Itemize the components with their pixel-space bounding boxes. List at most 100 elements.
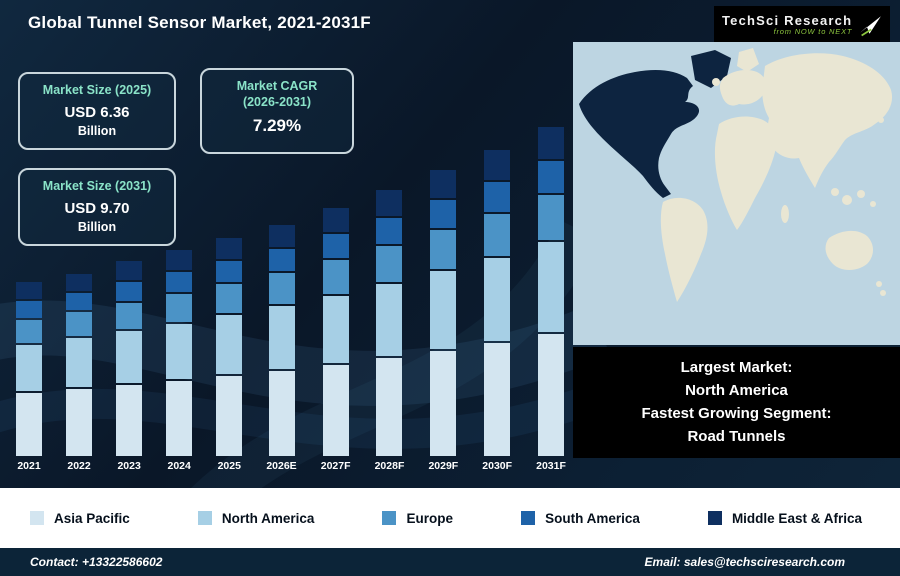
bar-segment-south-america <box>16 301 42 318</box>
legend-item: North America <box>197 510 315 526</box>
x-axis-label: 2026E <box>266 460 297 472</box>
footer-contact: Contact: +13322586602 <box>30 555 163 569</box>
bar-column: 2025 <box>216 238 243 472</box>
legend-swatch <box>382 511 397 525</box>
sea-island-2 <box>842 195 852 205</box>
card-label: Market CAGR (2026-2031) <box>202 79 352 110</box>
bar-segment-south-america <box>484 182 511 212</box>
legend-swatch <box>707 511 722 525</box>
x-axis-label: 2031F <box>536 460 566 472</box>
legend-label: Middle East & Africa <box>731 510 862 526</box>
bar-stack <box>322 208 349 456</box>
madagascar-shape <box>781 205 789 223</box>
bar-segment-asia-pacific <box>538 334 565 456</box>
sea-island-4 <box>870 201 876 207</box>
bar-segment-europe <box>376 246 403 282</box>
bar-segment-asia-pacific <box>166 381 193 456</box>
bar-segment-middle-east-africa <box>538 127 565 159</box>
x-axis-label: 2027F <box>320 460 351 472</box>
japan-shape-2 <box>878 117 884 123</box>
bar-segment-north-america <box>166 324 193 379</box>
bar-segment-north-america <box>484 258 511 341</box>
bar-column: 2030F <box>482 150 512 472</box>
bar-segment-europe <box>116 303 143 329</box>
bar-segment-south-america <box>116 282 143 301</box>
bar-segment-north-america <box>66 338 93 387</box>
sea-island-1 <box>831 188 839 196</box>
card-value: USD 9.70 <box>64 199 130 217</box>
new-zealand-shape <box>876 281 882 287</box>
bar-column: 2022 <box>66 274 93 472</box>
bar-segment-middle-east-africa <box>484 150 511 180</box>
bar-segment-north-america <box>376 284 403 356</box>
market-size-2025-card: Market Size (2025) USD 6.36 Billion <box>18 72 176 150</box>
bar-segment-middle-east-africa <box>66 274 93 291</box>
bar-segment-north-america <box>216 315 243 374</box>
bar-segment-south-america <box>322 234 349 258</box>
bar-stack <box>484 150 511 456</box>
greenland-shape <box>691 50 731 88</box>
card-unit: Billion <box>77 123 117 138</box>
bar-segment-south-america <box>66 293 93 310</box>
bar-segment-europe <box>216 284 243 313</box>
bar-segment-asia-pacific <box>66 389 93 456</box>
bar-column: 2027F <box>321 208 351 472</box>
bar-segment-europe <box>538 195 565 240</box>
bar-segment-asia-pacific <box>16 393 42 456</box>
bar-stack <box>430 170 457 456</box>
bar-segment-asia-pacific <box>116 385 143 456</box>
bar-segment-asia-pacific <box>216 376 243 456</box>
paper-plane-icon <box>860 16 882 37</box>
logo-tagline: from NOW to NEXT <box>773 27 853 37</box>
uk-shape <box>712 78 720 86</box>
bar-segment-south-america <box>430 200 457 228</box>
bar-stack <box>66 274 93 456</box>
legend-swatch <box>197 511 212 525</box>
legend-item: Middle East & Africa <box>707 510 862 526</box>
highlight-callout: Largest Market: North America Fastest Gr… <box>573 347 900 458</box>
bar-segment-north-america <box>538 242 565 332</box>
logo-name: TechSci Research <box>722 12 853 28</box>
bar-column: 2029F <box>428 170 458 472</box>
bar-segment-south-america <box>376 218 403 244</box>
bar-stack <box>16 282 42 456</box>
legend-label: North America <box>221 510 315 526</box>
market-size-2031-card: Market Size (2031) USD 9.70 Billion <box>18 168 176 246</box>
bar-segment-middle-east-africa <box>116 261 143 280</box>
bar-segment-north-america <box>116 331 143 383</box>
asia-shape <box>762 53 893 189</box>
chart-legend: Asia Pacific North America Europe South Ame… <box>0 488 900 548</box>
bar-stack <box>538 127 565 456</box>
bar-segment-asia-pacific <box>430 351 457 456</box>
bar-segment-europe <box>484 214 511 256</box>
legend-item: Asia Pacific <box>30 511 130 526</box>
footer: Contact: +13322586602 Email: sales@techs… <box>0 548 900 576</box>
legend-item: Europe <box>382 511 453 526</box>
legend-label: South America <box>545 510 640 526</box>
australia-shape <box>825 230 873 270</box>
bar-segment-asia-pacific <box>322 365 349 456</box>
bar-column: 2031F <box>536 127 566 472</box>
bar-segment-europe <box>166 294 193 322</box>
x-axis-label: 2030F <box>482 460 513 472</box>
bar-segment-middle-east-africa <box>16 282 42 299</box>
bar-segment-asia-pacific <box>268 371 295 456</box>
card-label: Market Size (2031) <box>42 179 152 193</box>
chart-panel: Global Tunnel Sensor Market, 2021-2031F … <box>0 0 900 488</box>
bar-stack <box>376 190 403 456</box>
world-map <box>573 42 900 345</box>
bar-segment-south-america <box>268 249 295 271</box>
new-zealand-shape-2 <box>880 290 886 296</box>
card-label-line1: Market CAGR <box>236 79 318 93</box>
legend-swatch <box>521 511 536 525</box>
x-axis-label: 2025 <box>217 460 241 472</box>
x-axis-label: 2023 <box>117 460 141 472</box>
bar-segment-europe <box>66 312 93 336</box>
card-value: USD 6.36 <box>64 103 130 121</box>
card-label: Market Size (2025) <box>42 83 152 97</box>
bar-column: 2023 <box>116 261 143 472</box>
bar-segment-south-america <box>166 272 193 292</box>
x-axis-label: 2028F <box>374 460 405 472</box>
page-title: Global Tunnel Sensor Market, 2021-2031F <box>28 13 371 32</box>
legend-label: Europe <box>406 510 453 526</box>
